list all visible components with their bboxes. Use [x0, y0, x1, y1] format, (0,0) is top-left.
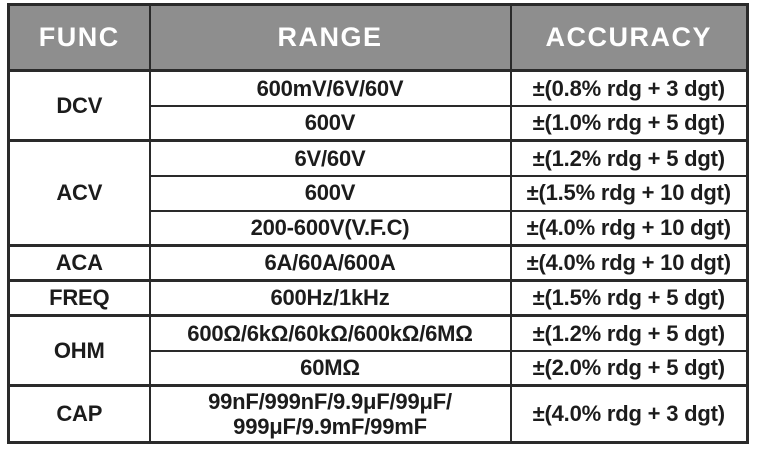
range-cell: 600V: [148, 174, 512, 212]
accuracy-cell: ±(4.0% rdg + 10 dgt): [509, 209, 749, 247]
func-cell-freq: FREQ: [7, 279, 151, 317]
table-row: 200-600V(V.F.C) ±(4.0% rdg + 10 dgt): [9, 209, 749, 247]
table-row: ACV 6V/60V ±(1.2% rdg + 5 dgt): [7, 139, 749, 247]
range-cell: 200-600V(V.F.C): [148, 209, 512, 247]
accuracy-cell: ±(2.0% rdg + 5 dgt): [509, 349, 749, 387]
accuracy-cell: ±(4.0% rdg + 3 dgt): [509, 384, 749, 444]
table-row: FREQ 600Hz/1kHz ±(1.5% rdg + 5 dgt): [7, 279, 749, 317]
table-row: 60MΩ ±(2.0% rdg + 5 dgt): [9, 349, 749, 387]
header-row: FUNC RANGE ACCURACY: [7, 3, 749, 72]
table-header: FUNC RANGE ACCURACY: [7, 3, 749, 72]
table-row: CAP 99nF/999nF/9.9μF/99μF/ 999μF/9.9mF/9…: [7, 384, 749, 444]
accuracy-cell: ±(4.0% rdg + 10 dgt): [509, 244, 749, 282]
table-row: 600V ±(1.0% rdg + 5 dgt): [9, 104, 749, 142]
accuracy-cell: ±(1.0% rdg + 5 dgt): [509, 104, 749, 142]
func-cell-dcv: DCV: [7, 69, 151, 142]
table-row: ACA 6A/60A/600A ±(4.0% rdg + 10 dgt): [7, 244, 749, 282]
column-header-range: RANGE: [148, 3, 512, 72]
func-cell-aca: ACA: [7, 244, 151, 282]
accuracy-cell: ±(1.2% rdg + 5 dgt): [509, 314, 749, 352]
table-row: 600V ±(1.5% rdg + 10 dgt): [9, 174, 749, 212]
table-row: DCV 600mV/6V/60V ±(0.8% rdg + 3 dgt): [7, 69, 749, 142]
range-cell: 600mV/6V/60V: [148, 69, 512, 107]
range-cell: 99nF/999nF/9.9μF/99μF/ 999μF/9.9mF/99mF: [148, 384, 512, 444]
range-cell: 60MΩ: [148, 349, 512, 387]
range-cell: 600Hz/1kHz: [148, 279, 512, 317]
accuracy-cell: ±(1.5% rdg + 10 dgt): [509, 174, 749, 212]
range-cell: 600V: [148, 104, 512, 142]
accuracy-cell: ±(0.8% rdg + 3 dgt): [509, 69, 749, 107]
func-cell-acv: ACV: [7, 139, 151, 247]
accuracy-cell: ±(1.5% rdg + 5 dgt): [509, 279, 749, 317]
accuracy-cell: ±(1.2% rdg + 5 dgt): [509, 139, 749, 177]
multimeter-spec-table: FUNC RANGE ACCURACY DCV 600mV/6V/60V ±(0…: [7, 3, 749, 444]
func-cell-ohm: OHM: [7, 314, 151, 387]
func-cell-cap: CAP: [7, 384, 151, 444]
spec-table-container: FUNC RANGE ACCURACY DCV 600mV/6V/60V ±(0…: [7, 3, 749, 444]
table-row: OHM 600Ω/6kΩ/60kΩ/600kΩ/6MΩ ±(1.2% rdg +…: [7, 314, 749, 387]
table-body: DCV 600mV/6V/60V ±(0.8% rdg + 3 dgt) 600…: [7, 69, 749, 444]
column-header-func: FUNC: [7, 3, 151, 72]
column-header-accuracy: ACCURACY: [509, 3, 749, 72]
range-cell: 600Ω/6kΩ/60kΩ/600kΩ/6MΩ: [148, 314, 512, 352]
range-cell: 6V/60V: [148, 139, 512, 177]
range-cell: 6A/60A/600A: [148, 244, 512, 282]
